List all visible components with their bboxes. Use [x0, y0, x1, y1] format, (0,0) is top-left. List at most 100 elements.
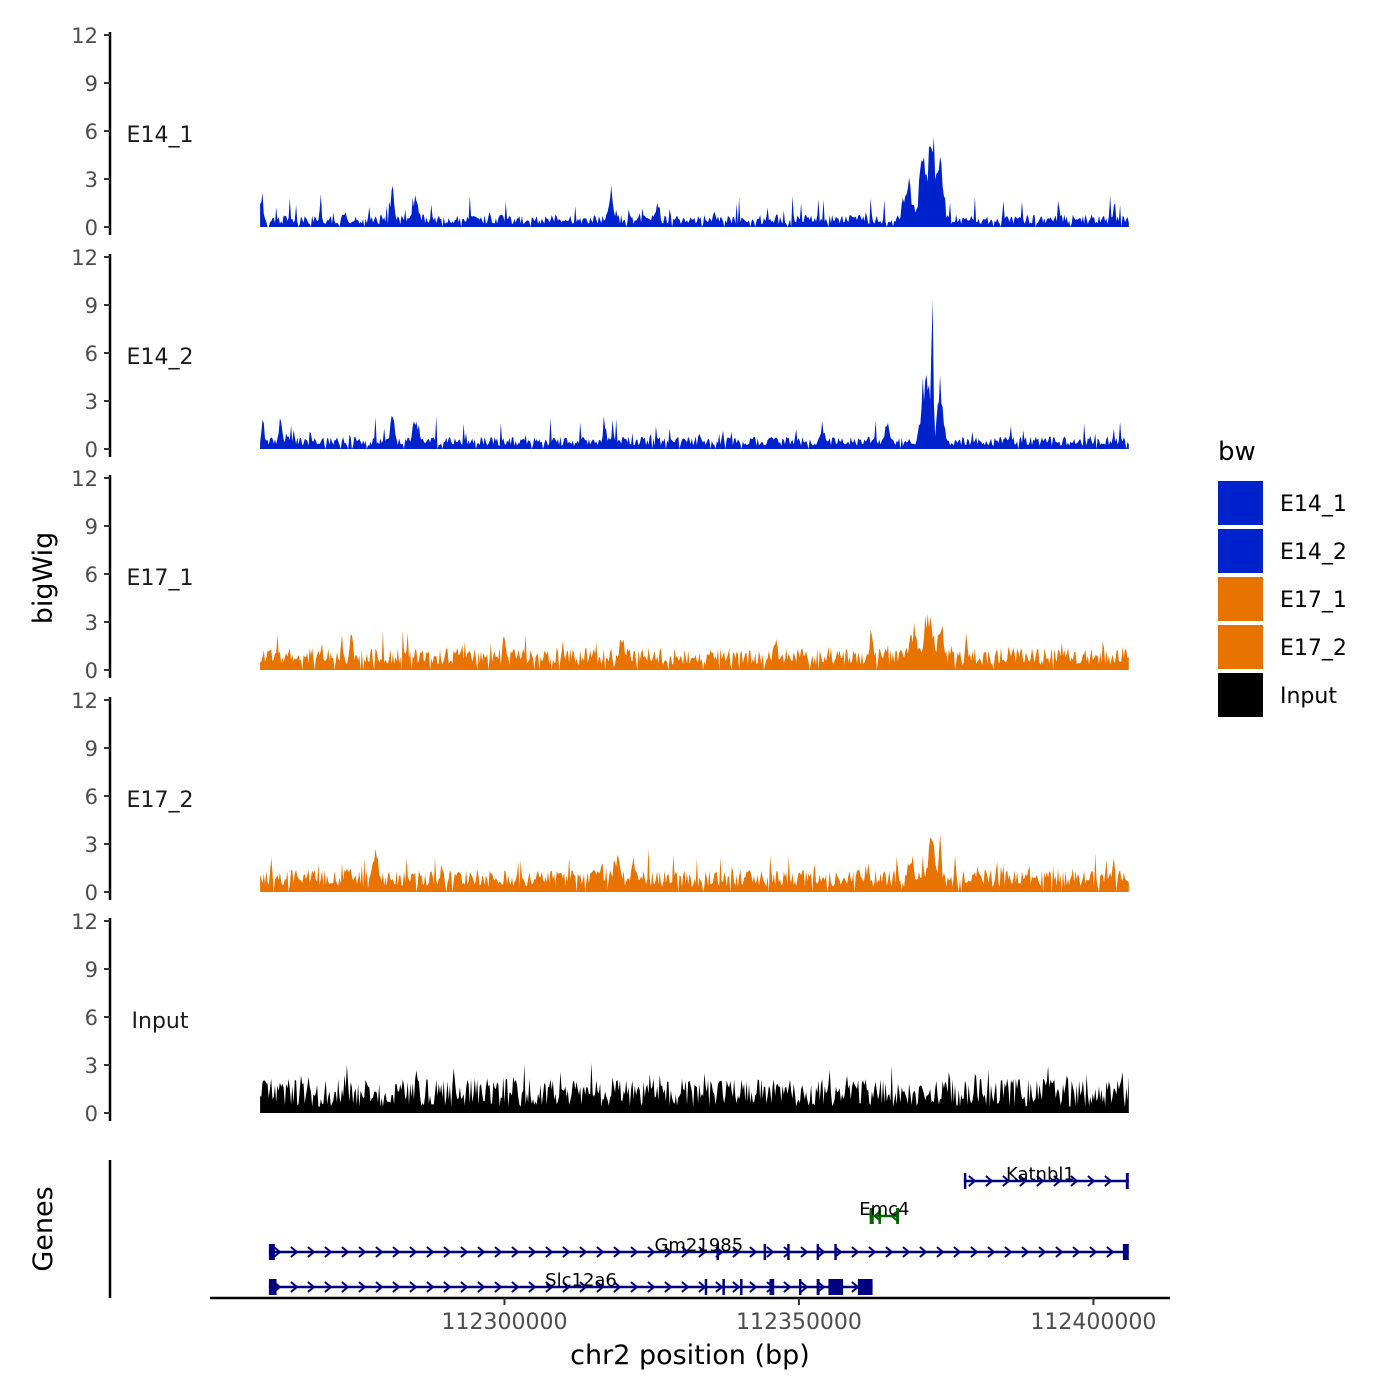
y-tick-label: 3 — [85, 1054, 98, 1078]
track-E14_2: 0 3 6 9 12 E14_2 — [71, 246, 1129, 462]
strand-arrow — [358, 1281, 367, 1293]
strand-arrow — [732, 1281, 741, 1293]
legend-swatch-E17_1 — [1218, 577, 1263, 621]
strand-arrow — [681, 1246, 690, 1258]
strand-arrow — [1106, 1246, 1115, 1258]
y-tick-label: 9 — [85, 737, 98, 761]
strand-arrow — [851, 1246, 860, 1258]
signal-area-E17_2 — [260, 834, 1129, 892]
gene-exon — [963, 1173, 967, 1189]
gene-exon — [878, 1208, 881, 1224]
strand-arrow — [307, 1281, 316, 1293]
gene-Gm21985: Gm21985 — [268, 1235, 1129, 1260]
strand-arrow — [749, 1246, 758, 1258]
strand-arrow — [426, 1281, 435, 1293]
strand-arrow — [579, 1281, 588, 1293]
strand-arrow — [409, 1246, 418, 1258]
strand-arrow — [902, 1246, 911, 1258]
strand-arrow — [545, 1281, 554, 1293]
gene-exon — [896, 1208, 900, 1224]
strand-arrow — [749, 1281, 758, 1293]
strand-arrow — [341, 1246, 350, 1258]
strand-arrow — [630, 1281, 639, 1293]
y-tick-label: 3 — [85, 168, 98, 192]
strand-arrow — [426, 1246, 435, 1258]
legend-title: bw — [1218, 437, 1256, 467]
track-E14_1: 0 3 6 9 12 E14_1 — [71, 24, 1129, 240]
strand-arrow — [1019, 1175, 1028, 1187]
y-tick-label: 9 — [85, 515, 98, 539]
strand-arrow — [766, 1246, 775, 1258]
strand-arrow — [562, 1246, 571, 1258]
strand-arrow — [494, 1246, 503, 1258]
gene-exon — [828, 1279, 844, 1295]
x-tick-label: 112300000 — [441, 1310, 567, 1335]
strand-arrow — [307, 1246, 316, 1258]
strand-arrow — [409, 1281, 418, 1293]
strand-arrow — [273, 1246, 282, 1258]
strand-arrow — [630, 1246, 639, 1258]
strand-arrow — [664, 1281, 673, 1293]
strand-arrow — [987, 1246, 996, 1258]
gene-exon — [1122, 1244, 1129, 1260]
strand-arrow — [936, 1246, 945, 1258]
strand-arrow — [528, 1281, 537, 1293]
gene-exon — [722, 1279, 725, 1295]
strand-arrow — [1002, 1175, 1011, 1187]
strand-arrow — [596, 1281, 605, 1293]
strand-arrow — [885, 1246, 894, 1258]
strand-arrow — [817, 1281, 826, 1293]
track-E17_2: 0 3 6 9 12 E17_2 — [71, 689, 1129, 905]
strand-arrow — [890, 1210, 899, 1222]
legend-swatch-E14_2 — [1218, 529, 1263, 573]
gene-exon — [716, 1244, 720, 1260]
strand-arrow — [511, 1281, 520, 1293]
strand-arrow — [358, 1246, 367, 1258]
strand-arrow — [1070, 1175, 1079, 1187]
track-label: E17_2 — [127, 788, 194, 813]
strand-arrow — [985, 1175, 994, 1187]
gene-label: Emc4 — [859, 1199, 909, 1220]
legend-label: E14_1 — [1280, 492, 1347, 517]
gene-exon — [769, 1279, 775, 1295]
y-tick-label: 0 — [85, 881, 98, 905]
strand-arrow — [868, 1246, 877, 1258]
y-tick-label: 0 — [85, 1102, 98, 1126]
strand-arrow — [800, 1281, 809, 1293]
strand-arrow — [1055, 1246, 1064, 1258]
strand-arrow — [596, 1246, 605, 1258]
gene-Slc12a6: Slc12a6 — [268, 1270, 873, 1295]
gene-exon — [704, 1279, 708, 1295]
gene-track: Katnbl1 Emc4 Gm21985 Slc12a6 — [108, 1160, 1129, 1298]
strand-arrow — [732, 1246, 741, 1258]
strand-arrow — [375, 1246, 384, 1258]
strand-arrow — [392, 1281, 401, 1293]
y-tick-label: 12 — [71, 910, 98, 934]
strand-arrow — [477, 1246, 486, 1258]
strand-arrow — [919, 1246, 928, 1258]
legend-label: E17_2 — [1280, 636, 1347, 661]
strand-arrow — [443, 1281, 452, 1293]
gene-exon — [834, 1244, 837, 1260]
strand-arrow — [494, 1281, 503, 1293]
y-axis-title: bigWig — [28, 532, 59, 625]
strand-arrow — [460, 1281, 469, 1293]
strand-arrow — [613, 1246, 622, 1258]
strand-arrow — [341, 1281, 350, 1293]
gene-Emc4: Emc4 — [859, 1199, 909, 1224]
strand-arrow — [664, 1246, 673, 1258]
strand-arrow — [324, 1246, 333, 1258]
signal-area-E17_1 — [260, 613, 1129, 670]
y-tick-label: 12 — [71, 467, 98, 491]
strand-arrow — [375, 1281, 384, 1293]
gene-exon — [798, 1279, 802, 1295]
strand-arrow — [545, 1246, 554, 1258]
strand-arrow — [800, 1246, 809, 1258]
strand-arrow — [817, 1246, 826, 1258]
track-label: E17_1 — [127, 566, 194, 591]
gene-label: Gm21985 — [654, 1235, 743, 1256]
y-tick-label: 6 — [85, 1006, 98, 1030]
strand-arrow — [647, 1246, 656, 1258]
legend-label: E14_2 — [1280, 540, 1347, 565]
gene-exon — [857, 1279, 873, 1295]
